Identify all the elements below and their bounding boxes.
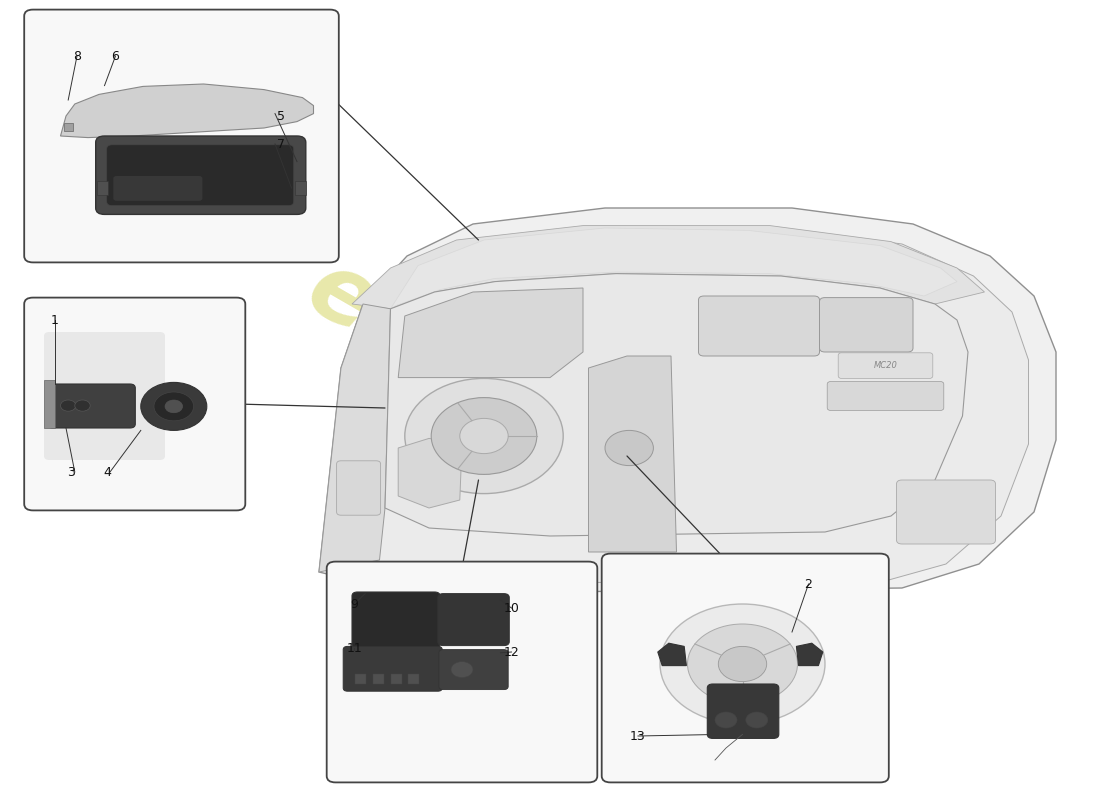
Circle shape bbox=[154, 392, 194, 421]
Bar bbox=[390, 674, 402, 684]
Circle shape bbox=[451, 662, 473, 678]
Polygon shape bbox=[588, 356, 676, 552]
Circle shape bbox=[688, 624, 798, 704]
FancyBboxPatch shape bbox=[602, 554, 889, 782]
Circle shape bbox=[718, 646, 767, 682]
FancyBboxPatch shape bbox=[107, 145, 294, 206]
Text: 11: 11 bbox=[346, 642, 362, 654]
Polygon shape bbox=[44, 380, 55, 428]
Bar bbox=[64, 123, 73, 131]
Text: 3: 3 bbox=[67, 466, 76, 478]
Text: 9: 9 bbox=[350, 598, 359, 610]
Text: 2: 2 bbox=[804, 578, 813, 590]
Polygon shape bbox=[352, 226, 984, 309]
FancyBboxPatch shape bbox=[24, 10, 339, 262]
FancyBboxPatch shape bbox=[24, 298, 245, 510]
FancyBboxPatch shape bbox=[439, 650, 508, 690]
Polygon shape bbox=[796, 643, 823, 666]
Text: 10: 10 bbox=[504, 602, 519, 614]
Polygon shape bbox=[346, 228, 1028, 582]
Circle shape bbox=[660, 604, 825, 724]
FancyBboxPatch shape bbox=[343, 646, 442, 691]
Bar bbox=[408, 674, 419, 684]
Bar bbox=[373, 674, 384, 684]
FancyBboxPatch shape bbox=[352, 592, 440, 648]
Circle shape bbox=[715, 712, 737, 728]
Circle shape bbox=[405, 378, 563, 494]
FancyBboxPatch shape bbox=[337, 461, 381, 515]
Circle shape bbox=[746, 712, 768, 728]
Circle shape bbox=[60, 400, 76, 411]
FancyBboxPatch shape bbox=[44, 332, 165, 460]
FancyBboxPatch shape bbox=[896, 480, 996, 544]
Bar bbox=[355, 674, 366, 684]
Circle shape bbox=[165, 400, 183, 413]
FancyBboxPatch shape bbox=[96, 136, 306, 214]
Circle shape bbox=[75, 400, 90, 411]
FancyBboxPatch shape bbox=[113, 176, 202, 201]
Polygon shape bbox=[390, 228, 957, 309]
Text: 12: 12 bbox=[504, 646, 519, 658]
Polygon shape bbox=[385, 274, 968, 536]
Text: 4: 4 bbox=[103, 466, 112, 478]
FancyBboxPatch shape bbox=[820, 298, 913, 352]
FancyBboxPatch shape bbox=[707, 684, 779, 738]
Text: 13: 13 bbox=[630, 730, 646, 742]
Text: 7: 7 bbox=[276, 138, 285, 150]
Text: 8: 8 bbox=[73, 50, 81, 62]
FancyBboxPatch shape bbox=[47, 384, 135, 428]
Text: 1: 1 bbox=[51, 314, 59, 326]
Polygon shape bbox=[60, 84, 314, 138]
FancyBboxPatch shape bbox=[838, 353, 933, 378]
Text: eurospares: eurospares bbox=[290, 242, 854, 622]
Polygon shape bbox=[319, 304, 390, 572]
FancyBboxPatch shape bbox=[698, 296, 820, 356]
Polygon shape bbox=[398, 288, 583, 378]
Text: 6: 6 bbox=[111, 50, 120, 62]
Polygon shape bbox=[319, 208, 1056, 592]
Text: 5: 5 bbox=[276, 110, 285, 122]
Bar bbox=[97, 181, 108, 195]
Circle shape bbox=[431, 398, 537, 474]
Circle shape bbox=[605, 430, 653, 466]
Text: a passion for parts since 1985: a passion for parts since 1985 bbox=[365, 408, 779, 664]
FancyBboxPatch shape bbox=[438, 594, 509, 646]
Text: MC20: MC20 bbox=[873, 361, 898, 370]
FancyBboxPatch shape bbox=[827, 382, 944, 410]
Polygon shape bbox=[658, 643, 686, 666]
Polygon shape bbox=[398, 438, 462, 508]
Circle shape bbox=[141, 382, 207, 430]
FancyBboxPatch shape bbox=[327, 562, 597, 782]
Bar bbox=[295, 181, 306, 195]
Circle shape bbox=[460, 418, 508, 454]
